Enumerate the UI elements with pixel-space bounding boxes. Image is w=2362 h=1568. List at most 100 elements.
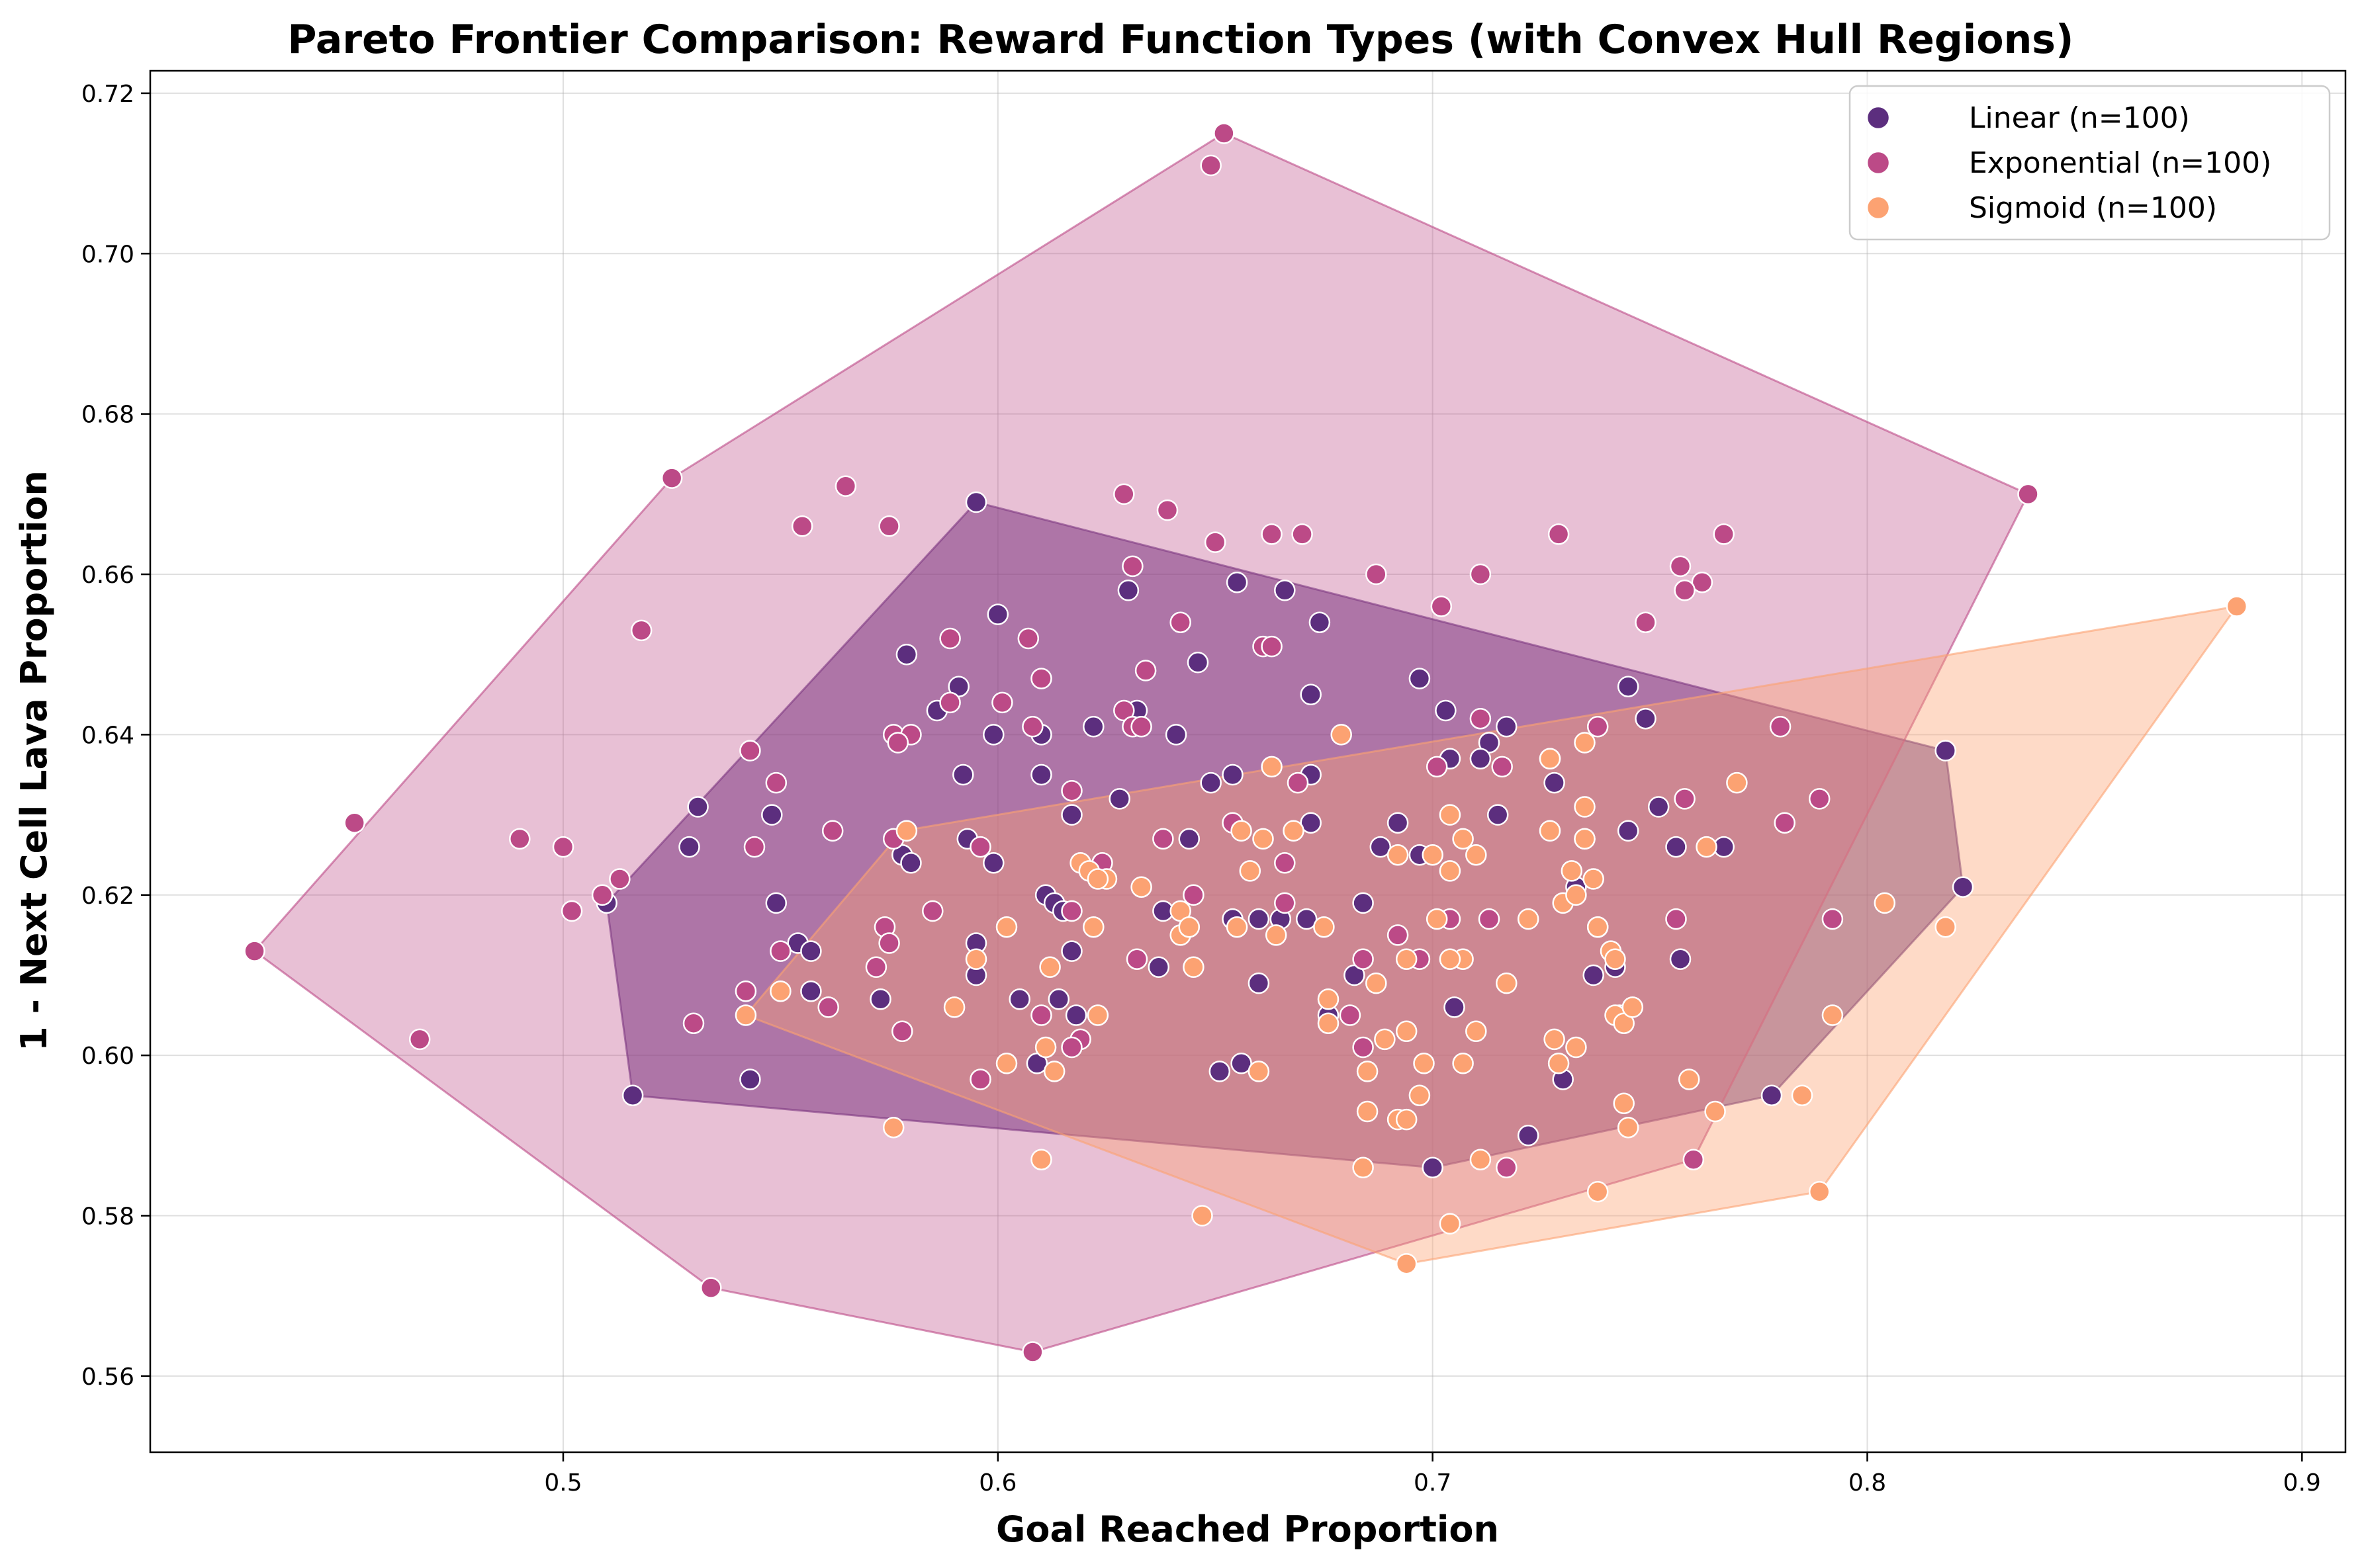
data-point — [1030, 763, 1052, 786]
data-point — [1083, 716, 1105, 738]
data-point — [1365, 972, 1387, 994]
legend-marker — [1866, 105, 1891, 130]
data-point — [1621, 996, 1644, 1018]
data-point — [770, 980, 792, 1002]
data-point — [1009, 988, 1030, 1010]
data-point — [1774, 812, 1795, 834]
legend-label: Linear (n=100) — [1969, 101, 2190, 135]
data-point — [1352, 892, 1374, 914]
data-point — [1469, 707, 1492, 730]
data-point — [1691, 571, 1713, 593]
data-point — [1339, 1004, 1361, 1026]
data-point — [1126, 948, 1148, 970]
data-point — [2017, 483, 2039, 505]
data-point — [1543, 771, 1565, 794]
data-point — [343, 812, 365, 834]
data-point — [739, 740, 761, 762]
data-point — [1561, 860, 1583, 882]
data-point — [1265, 924, 1287, 946]
data-point — [1356, 1100, 1379, 1123]
data-point — [1061, 1036, 1083, 1059]
data-point — [1496, 972, 1518, 994]
y-tick-label: 0.66 — [81, 562, 134, 589]
data-point — [765, 771, 788, 794]
data-point — [561, 900, 583, 922]
data-point — [987, 603, 1009, 625]
data-point — [1395, 948, 1418, 970]
data-point — [1386, 924, 1409, 946]
data-point — [1165, 724, 1187, 746]
data-point — [1386, 844, 1409, 866]
data-point — [1678, 1068, 1700, 1090]
data-point — [1565, 1036, 1587, 1059]
data-point — [700, 1277, 722, 1299]
data-point — [1821, 1004, 1844, 1026]
data-point — [1430, 595, 1453, 617]
data-point — [1439, 804, 1461, 826]
data-point — [1452, 1053, 1474, 1074]
data-point — [1200, 154, 1222, 177]
data-point — [1039, 956, 1061, 979]
data-point — [1874, 892, 1896, 914]
data-point — [1191, 1205, 1213, 1227]
data-point — [1395, 1020, 1418, 1043]
data-point — [1187, 652, 1209, 674]
y-tick-label: 0.68 — [81, 402, 134, 429]
data-point — [1291, 523, 1313, 545]
data-point — [1696, 836, 1717, 858]
data-point — [1200, 771, 1222, 794]
data-point — [1230, 820, 1252, 842]
data-point — [1043, 1061, 1066, 1082]
data-point — [1582, 964, 1604, 986]
data-point — [1369, 836, 1392, 858]
data-point — [1422, 1156, 1443, 1179]
data-point — [1330, 724, 1352, 746]
chart-title: Pareto Frontier Comparison: Reward Funct… — [288, 17, 2074, 63]
x-tick-label: 0.7 — [1414, 1469, 1451, 1497]
y-tick-label: 0.64 — [81, 722, 134, 749]
data-point — [509, 828, 531, 850]
data-point — [1486, 804, 1509, 826]
data-point — [1469, 1149, 1492, 1170]
data-point — [1934, 916, 1956, 938]
data-point — [735, 980, 757, 1002]
data-point — [878, 515, 900, 537]
legend: Linear (n=100) Exponential (n=100) Sigmoid… — [1848, 85, 2331, 241]
data-point — [1352, 948, 1374, 970]
data-point — [1439, 948, 1461, 970]
data-point — [970, 836, 991, 858]
data-point — [660, 467, 683, 489]
data-point — [1152, 828, 1174, 850]
data-point — [1230, 1053, 1252, 1074]
data-point — [1386, 812, 1409, 834]
data-point — [1300, 683, 1322, 706]
data-point — [1586, 716, 1609, 738]
data-point — [1808, 1180, 1831, 1203]
data-point — [1647, 796, 1670, 818]
data-point — [965, 948, 987, 970]
data-point — [1443, 996, 1465, 1018]
data-point — [1565, 884, 1587, 906]
data-point — [1574, 796, 1596, 818]
data-point — [591, 884, 613, 906]
data-point — [865, 956, 887, 979]
data-point — [735, 1004, 757, 1026]
data-point — [821, 820, 844, 842]
data-point — [1674, 580, 1696, 601]
data-point — [1465, 844, 1487, 866]
x-tick-label: 0.9 — [2283, 1469, 2321, 1497]
data-point — [900, 852, 922, 874]
data-point — [1087, 868, 1109, 890]
series-points-3 — [735, 595, 2248, 1275]
data-point — [895, 820, 918, 842]
data-point — [1183, 956, 1204, 979]
data-point — [800, 940, 822, 962]
data-point — [939, 627, 961, 650]
data-point — [878, 932, 900, 954]
x-axis-label: Goal Reached Proportion — [996, 1508, 1499, 1550]
y-axis-label: 1 - Next Cell Lava Proportion — [13, 470, 55, 1051]
legend-label: Sigmoid (n=100) — [1969, 191, 2217, 225]
data-point — [1204, 531, 1226, 553]
data-point — [1374, 1028, 1396, 1051]
